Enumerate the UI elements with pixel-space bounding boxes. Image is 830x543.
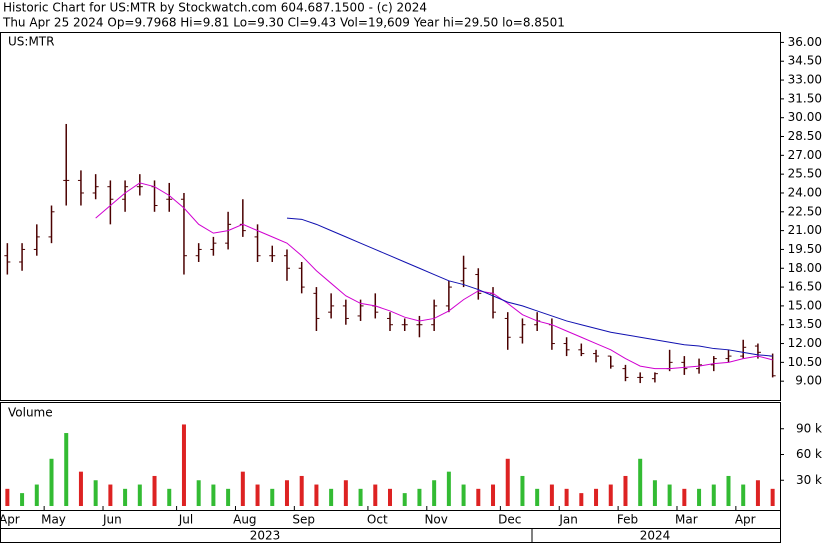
- volume-bar: [770, 488, 775, 506]
- y-tick-label: 16.50: [788, 280, 822, 294]
- y-tick-label: 30 k: [796, 473, 822, 487]
- y-tick-label: 13.50: [788, 317, 822, 331]
- price-panel: [0, 32, 781, 401]
- x-tick-label: Dec: [498, 513, 521, 527]
- y-tick-label: 9.00: [795, 374, 822, 388]
- volume-bar: [211, 484, 216, 506]
- volume-bar: [564, 488, 569, 506]
- y-tick-label: 30.00: [788, 110, 822, 124]
- volume-bar: [520, 475, 525, 506]
- x-tick-label: Jul: [178, 513, 193, 527]
- moving-average: [95, 182, 773, 370]
- volume-bar: [373, 484, 378, 506]
- volume-bar: [652, 480, 657, 506]
- volume-bar: [20, 493, 25, 506]
- y-tick-label: 18.00: [788, 261, 822, 275]
- volume-bar: [181, 424, 186, 506]
- volume-bar: [108, 484, 113, 506]
- volume-bar: [638, 458, 643, 506]
- volume-bar: [299, 475, 304, 506]
- y-tick-label: 22.50: [788, 204, 822, 218]
- volume-bar: [34, 484, 39, 506]
- volume-bar: [78, 471, 83, 506]
- volume-bar: [93, 480, 98, 506]
- volume-bar: [167, 488, 172, 506]
- volume-bar: [535, 488, 540, 506]
- y-tick-label: 60 k: [796, 447, 822, 461]
- x-tick-label: Oct: [367, 513, 388, 527]
- y-tick-label: 28.50: [788, 129, 822, 143]
- volume-bar: [152, 475, 157, 506]
- y-tick-label: 90 k: [796, 421, 822, 435]
- volume-bar: [697, 488, 702, 506]
- y-tick-label: 34.50: [788, 54, 822, 68]
- volume-bar: [461, 484, 466, 506]
- volume-bar: [549, 484, 554, 506]
- x-tick-label: Nov: [424, 513, 447, 527]
- volume-bar: [505, 458, 510, 506]
- year-label: 2024: [640, 529, 671, 543]
- y-tick-label: 10.50: [788, 355, 822, 369]
- volume-bar: [682, 488, 687, 506]
- volume-bar: [579, 493, 584, 506]
- volume-bar: [226, 488, 231, 506]
- volume-label: Volume: [8, 406, 53, 420]
- year-label: 2023: [250, 529, 281, 543]
- chart-subtitle: Thu Apr 25 2024 Op=9.7968 Hi=9.81 Lo=9.3…: [2, 16, 565, 30]
- y-tick-label: 15.00: [788, 298, 822, 312]
- volume-bar: [491, 484, 496, 506]
- volume-bar: [726, 475, 731, 506]
- x-tick-label: Aug: [233, 513, 256, 527]
- price-label: US:MTR: [8, 35, 54, 49]
- y-tick-label: 21.00: [788, 223, 822, 237]
- y-tick-label: 27.00: [788, 148, 822, 162]
- volume-bar: [711, 484, 716, 506]
- volume-bar: [594, 488, 599, 506]
- volume-bar: [314, 484, 319, 506]
- volume-bar: [741, 484, 746, 506]
- volume-bar: [358, 488, 363, 506]
- volume-bar: [623, 475, 628, 506]
- y-tick-label: 25.50: [788, 167, 822, 181]
- x-tick-label: May: [41, 513, 66, 527]
- y-tick-label: 19.50: [788, 242, 822, 256]
- volume-bar: [5, 488, 10, 506]
- y-tick-label: 33.00: [788, 73, 822, 87]
- moving-average: [286, 217, 773, 357]
- volume-bar: [49, 458, 54, 506]
- y-tick-label: 36.00: [788, 35, 822, 49]
- x-tick-label: Sep: [292, 513, 315, 527]
- volume-bar: [270, 488, 275, 506]
- volume-bar: [388, 488, 392, 506]
- volume-bar: [123, 488, 128, 506]
- volume-bar: [329, 488, 334, 506]
- volume-bar: [196, 480, 201, 506]
- x-tick-label: Apr: [735, 513, 756, 527]
- x-tick-label: Jan: [558, 513, 578, 527]
- x-tick-label: Apr: [0, 513, 20, 527]
- volume-bar: [446, 471, 451, 506]
- y-tick-label: 24.00: [788, 185, 822, 199]
- volume-bar: [255, 484, 260, 506]
- y-tick-label: 12.00: [788, 336, 822, 350]
- x-tick-label: Jun: [102, 513, 122, 527]
- volume-bar: [137, 484, 142, 506]
- volume-bar: [343, 480, 348, 506]
- x-tick-label: Feb: [617, 513, 638, 527]
- volume-bar: [755, 480, 760, 506]
- volume-bar: [402, 493, 407, 506]
- volume-bar: [64, 433, 69, 506]
- volume-bar: [417, 488, 422, 506]
- y-tick-label: 31.50: [788, 91, 822, 105]
- volume-bar: [432, 480, 437, 506]
- x-tick-label: Mar: [675, 513, 698, 527]
- volume-bar: [240, 471, 245, 506]
- volume-bar: [667, 484, 672, 506]
- volume-bar: [284, 480, 289, 506]
- volume-bar: [608, 484, 613, 506]
- chart-title: Historic Chart for US:MTR by Stockwatch.…: [3, 1, 427, 15]
- volume-bar: [476, 488, 481, 506]
